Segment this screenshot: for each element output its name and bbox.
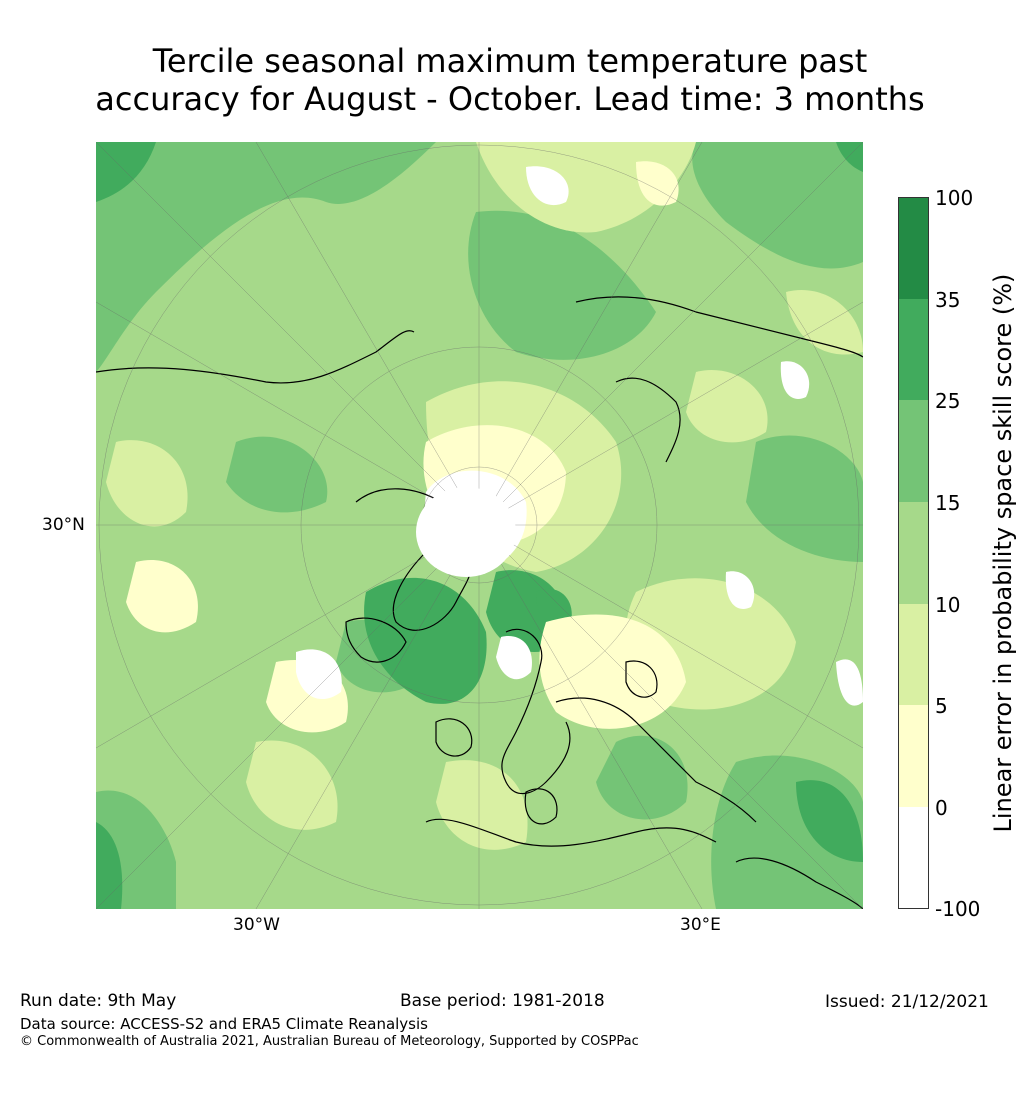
colorbar-tick: 10 (935, 593, 961, 617)
skill-band-15-25 (96, 142, 863, 909)
colorbar-swatch-0-5 (898, 705, 929, 807)
colorbar-tick: 15 (935, 491, 961, 515)
copyright: © Commonwealth of Australia 2021, Austra… (20, 1034, 639, 1049)
colorbar-tick: 0 (935, 796, 948, 820)
map-title-line-2: accuracy for August - October. Lead time… (95, 80, 925, 118)
skill-score-map (96, 142, 863, 909)
lat-label-30n: 30°N (42, 515, 85, 535)
colorbar-swatch-5-10 (898, 604, 929, 705)
colorbar-swatch-25-35 (898, 299, 929, 400)
colorbar-swatch-10-15 (898, 502, 929, 604)
pole-no-skill-area (416, 487, 516, 577)
colorbar-tick: 100 (935, 186, 974, 210)
colorbar-tick: -100 (935, 897, 981, 921)
colorbar-frame (898, 197, 929, 909)
colorbar-swatch-35-100 (898, 197, 929, 299)
colorbar-tick: 35 (935, 288, 961, 312)
colorbar (898, 197, 929, 909)
run-date: Run date: 9th May (20, 991, 177, 1011)
base-period: Base period: 1981-2018 (400, 991, 605, 1011)
colorbar-tick: 25 (935, 389, 961, 413)
colorbar-swatch-15-25 (898, 400, 929, 502)
colorbar-tick: 5 (935, 694, 948, 718)
data-source: Data source: ACCESS-S2 and ERA5 Climate … (20, 1015, 428, 1033)
issued-date: Issued: 21/12/2021 (825, 992, 989, 1012)
map-title-line-1: Tercile seasonal maximum temperature pas… (152, 42, 868, 80)
lon-label-30e: 30°E (680, 915, 721, 935)
colorbar-label: Linear error in probability space skill … (989, 273, 1017, 833)
colorbar-swatch-neg100-0 (898, 807, 929, 909)
lon-label-30w: 30°W (233, 915, 280, 935)
